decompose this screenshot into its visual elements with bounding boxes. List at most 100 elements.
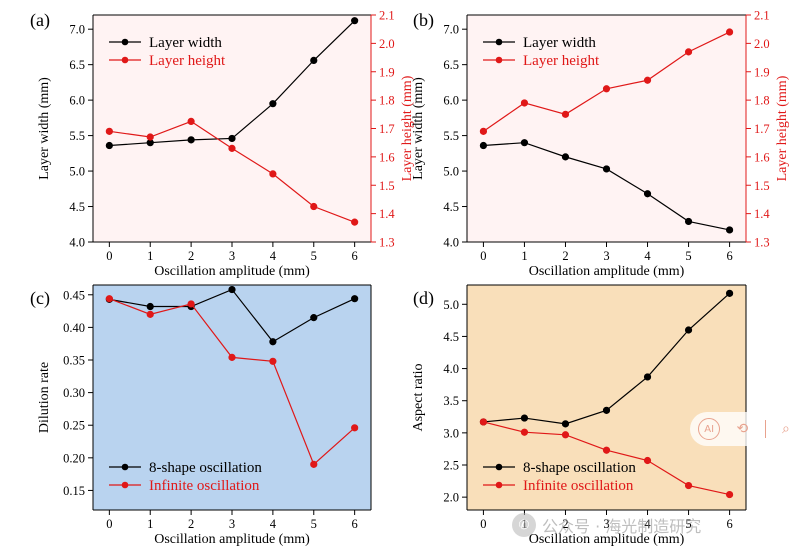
panel-label: (a) xyxy=(30,10,50,31)
data-point xyxy=(520,414,529,422)
x-tick-label: 6 xyxy=(726,517,732,531)
x-tick-label: 0 xyxy=(106,249,112,263)
ai-icon[interactable]: AI xyxy=(698,418,721,440)
legend-entry: 8-shape oscillation xyxy=(483,460,636,476)
x-tick-label: 1 xyxy=(147,249,153,263)
y-tick-label: 7.0 xyxy=(69,23,85,37)
data-point xyxy=(105,127,113,135)
data-point xyxy=(269,170,277,178)
data-point xyxy=(684,326,693,334)
y-tick-label: 6.0 xyxy=(69,94,85,108)
x-tick-label: 2 xyxy=(562,517,568,531)
data-point xyxy=(520,428,529,436)
data-point xyxy=(187,136,195,144)
data-point xyxy=(269,100,277,108)
x-tick-label: 5 xyxy=(311,249,317,263)
legend-entry: Layer height xyxy=(483,53,600,69)
search-icon[interactable]: ⌕ xyxy=(781,421,790,437)
y-tick-label: 3.5 xyxy=(443,394,459,408)
x-tick-label: 2 xyxy=(188,249,194,263)
y-tick-label: 0.35 xyxy=(63,354,85,368)
data-point xyxy=(228,134,236,143)
y-axis-label: Layer width (mm) xyxy=(411,77,426,180)
y2-tick-label: 2.0 xyxy=(379,37,395,51)
y2-tick-label: 1.7 xyxy=(754,122,770,136)
watermark: ✆ 公众号 · 海光制造研究 xyxy=(512,510,701,540)
data-point xyxy=(146,310,154,318)
y-tick-label: 0.25 xyxy=(63,419,85,433)
data-point xyxy=(269,357,277,365)
y2-tick-label: 1.5 xyxy=(754,179,770,193)
legend-entry: 8-shape oscillation xyxy=(109,460,262,476)
ai-toolbar[interactable]: AI ⟲ ⌕ xyxy=(690,412,798,446)
y2-tick-label: 1.6 xyxy=(379,150,395,164)
data-point xyxy=(643,190,652,198)
data-point xyxy=(351,295,359,303)
data-point xyxy=(602,165,611,173)
legend-label: Layer width xyxy=(523,35,596,51)
y-tick-label: 5.0 xyxy=(443,165,459,179)
data-point xyxy=(602,406,611,414)
y-tick-label: 0.15 xyxy=(63,484,85,498)
data-point xyxy=(105,295,113,303)
y2-tick-label: 2.1 xyxy=(754,9,770,23)
x-tick-label: 3 xyxy=(603,249,609,263)
y2-tick-label: 2.0 xyxy=(754,37,770,51)
y-tick-label: 2.0 xyxy=(443,491,459,505)
panel-a: (a) 0 1 2 3 4 5 6 Oscillation amplitude (mm) 4.0 4… xyxy=(30,9,415,280)
x-tick-label: 0 xyxy=(480,517,486,531)
x-tick-label: 5 xyxy=(685,249,691,263)
data-point xyxy=(146,302,154,311)
legend-label: Layer width xyxy=(149,35,222,51)
data-point xyxy=(520,99,529,107)
x-tick-label: 3 xyxy=(603,517,609,531)
x-tick-label: 4 xyxy=(644,517,651,531)
x-axis-label: Oscillation amplitude (mm) xyxy=(154,264,310,279)
data-point xyxy=(725,490,734,499)
y2-tick-label: 2.1 xyxy=(379,9,395,23)
translate-icon[interactable]: ⟲ xyxy=(736,421,749,437)
y-tick-label: 0.40 xyxy=(63,321,85,335)
data-point xyxy=(187,117,195,126)
y-tick-label: 4.5 xyxy=(443,330,459,344)
y-tick-label: 6.5 xyxy=(443,58,459,72)
x-tick-label: 2 xyxy=(188,517,194,531)
y-tick-label: 0.45 xyxy=(63,288,85,302)
data-point xyxy=(602,85,611,93)
y2-tick-label: 1.4 xyxy=(754,207,770,221)
y-axis-label: Layer width (mm) xyxy=(37,77,52,180)
data-point xyxy=(228,353,236,361)
y2-tick-label: 1.8 xyxy=(754,94,770,108)
x-tick-label: 4 xyxy=(270,517,277,531)
data-point xyxy=(725,289,734,297)
y-tick-label: 0.20 xyxy=(63,451,85,465)
plot-background xyxy=(93,15,371,242)
y-tick-label: 5.0 xyxy=(69,165,85,179)
series-1 xyxy=(105,117,359,226)
x-tick-label: 5 xyxy=(685,517,691,531)
x-tick-label: 4 xyxy=(270,249,277,263)
y-tick-label: 5.5 xyxy=(443,129,459,143)
watermark-text: 公众号 · 海光制造研究 xyxy=(542,517,702,536)
x-tick-label: 1 xyxy=(147,517,153,531)
data-point xyxy=(643,456,652,465)
x-axis-label: Oscillation amplitude (mm) xyxy=(529,264,685,279)
data-point xyxy=(684,481,693,490)
data-point xyxy=(561,110,570,118)
y-tick-label: 5.0 xyxy=(443,298,459,312)
y-tick-label: 7.0 xyxy=(443,23,459,37)
data-point xyxy=(228,285,236,294)
x-axis-label: Oscillation amplitude (mm) xyxy=(529,532,685,547)
y-tick-label: 3.0 xyxy=(443,426,459,440)
legend-marker xyxy=(121,481,129,489)
data-point xyxy=(520,139,529,147)
y-tick-label: 4.0 xyxy=(69,236,85,250)
y-tick-label: 4.5 xyxy=(443,200,459,214)
legend-entry: Layer width xyxy=(109,35,222,51)
series-0 xyxy=(479,139,734,234)
data-point xyxy=(602,446,611,454)
data-point xyxy=(479,141,488,150)
y2-axis-label: Layer height (mm) xyxy=(775,75,790,181)
x-tick-label: 3 xyxy=(229,249,235,263)
